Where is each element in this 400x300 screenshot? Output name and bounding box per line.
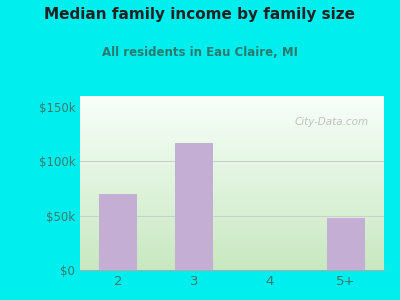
Bar [99,194,137,270]
Text: City-Data.com: City-Data.com [295,117,369,127]
Text: Median family income by family size: Median family income by family size [44,8,356,22]
Text: All residents in Eau Claire, MI: All residents in Eau Claire, MI [102,46,298,59]
Bar [327,218,365,270]
Bar [175,143,213,270]
